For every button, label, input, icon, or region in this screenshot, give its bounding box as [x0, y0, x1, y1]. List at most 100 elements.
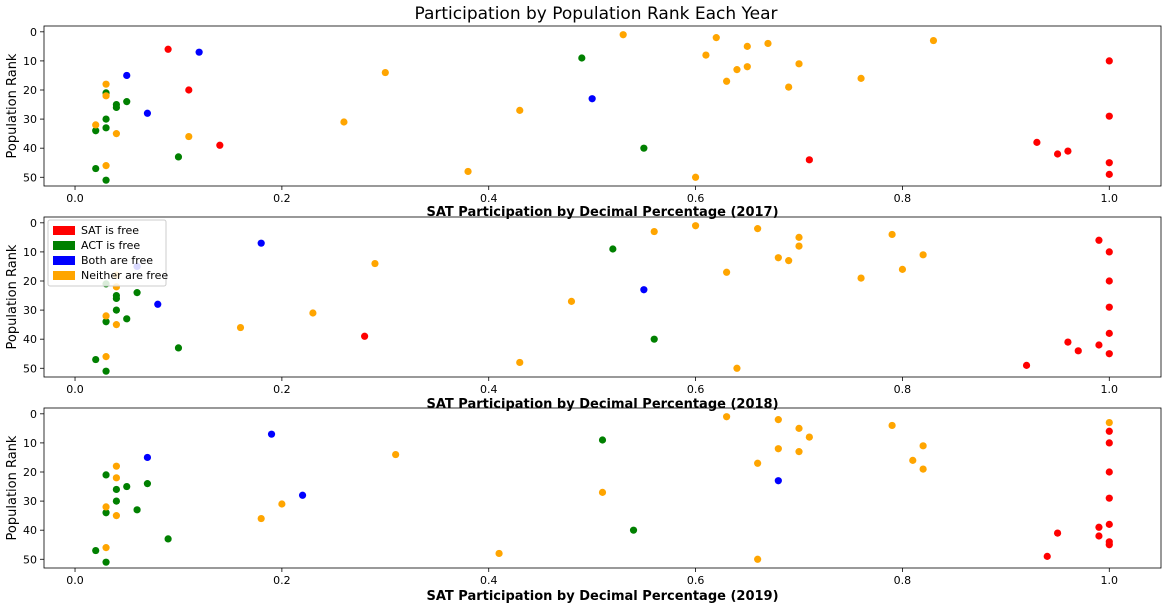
legend-swatch: [53, 226, 75, 235]
x-tick-label: 0.0: [66, 383, 84, 396]
legend-swatch: [53, 256, 75, 265]
data-point: [143, 109, 152, 117]
data-point: [1074, 347, 1082, 355]
y-tick-label: 50: [23, 362, 37, 375]
x-tick-label: 0.8: [894, 383, 912, 396]
data-point: [919, 442, 927, 450]
data-point: [712, 34, 720, 42]
y-tick-label: 0: [30, 217, 37, 230]
data-point: [164, 45, 172, 53]
data-point: [919, 251, 927, 259]
x-tick-label: 0.2: [273, 574, 291, 587]
data-point: [143, 480, 152, 488]
data-point: [102, 176, 110, 184]
scatter-panel-1: 0.0 0.2 0.4 0.6 0.8 1.0 0 10 20 30 40 50 SAT Partici…: [5, 25, 1162, 220]
legend-label: Neither are free: [81, 269, 168, 282]
data-point: [774, 416, 782, 424]
data-point: [164, 535, 172, 543]
axes-frame: [43, 25, 1162, 187]
data-point: [112, 306, 120, 314]
data-point: [1033, 138, 1041, 146]
y-tick-label: 20: [23, 466, 37, 479]
legend-swatch: [53, 271, 75, 280]
x-tick-label: 0.0: [66, 192, 84, 205]
data-point: [1105, 520, 1113, 528]
x-tick-label: 0.6: [687, 574, 705, 587]
data-point: [123, 71, 131, 80]
y-tick-label: 0: [30, 26, 37, 39]
data-point: [619, 31, 627, 39]
data-point: [102, 312, 110, 320]
data-point: [795, 242, 803, 250]
data-point: [691, 173, 700, 181]
data-point: [785, 83, 793, 91]
data-point: [174, 344, 183, 352]
data-point: [640, 144, 648, 152]
data-point: [185, 86, 193, 94]
data-point: [598, 488, 607, 496]
data-point: [774, 254, 782, 262]
data-point: [774, 477, 782, 485]
y-tick-label: 10: [23, 246, 37, 259]
data-point: [640, 286, 648, 294]
data-point: [102, 509, 110, 517]
y-tick-label: 30: [23, 113, 37, 126]
data-point: [112, 474, 120, 482]
y-axis-label: Population Rank: [5, 244, 20, 349]
y-tick-label: 40: [23, 524, 37, 537]
data-point: [1064, 338, 1072, 346]
axes-frame: [43, 216, 1162, 378]
data-point: [92, 121, 100, 129]
data-point: [298, 491, 307, 499]
data-point: [578, 54, 586, 62]
data-point: [691, 222, 700, 230]
data-point: [195, 48, 203, 56]
data-point: [1105, 439, 1113, 447]
data-point: [1105, 277, 1113, 285]
y-tick-label: 50: [23, 553, 37, 566]
data-point: [805, 433, 813, 441]
data-point: [340, 118, 348, 126]
x-tick-label: 0.6: [687, 383, 705, 396]
data-point: [909, 456, 917, 464]
data-point: [1105, 57, 1113, 65]
data-point: [733, 364, 741, 372]
data-point: [650, 227, 658, 236]
y-tick-label: 20: [23, 84, 37, 97]
data-point: [754, 459, 762, 467]
data-point: [102, 353, 110, 361]
y-tick-label: 10: [23, 437, 37, 450]
data-point: [1064, 147, 1072, 155]
x-tick-label: 0.8: [894, 192, 912, 205]
data-point: [1105, 112, 1113, 120]
data-point: [888, 421, 896, 430]
data-point: [898, 265, 907, 273]
data-point: [702, 51, 710, 59]
data-point: [1105, 418, 1113, 427]
y-tick-label: 30: [23, 495, 37, 508]
y-tick-label: 40: [23, 142, 37, 155]
data-point: [464, 167, 472, 176]
data-point: [102, 92, 110, 100]
data-point: [216, 141, 224, 149]
x-axis-label: SAT Participation by Decimal Percentage …: [426, 397, 778, 412]
x-tick-label: 0.8: [894, 574, 912, 587]
x-axis-label: SAT Participation by Decimal Percentage …: [426, 589, 778, 604]
legend: SAT is free ACT is free Both are free Neith…: [47, 219, 168, 287]
y-axis-label: Population Rank: [5, 435, 20, 540]
data-point: [1105, 248, 1113, 256]
data-point: [629, 526, 638, 534]
data-point: [371, 259, 379, 268]
data-point: [257, 514, 265, 523]
data-point: [112, 103, 120, 112]
data-point: [1095, 523, 1103, 531]
data-point: [795, 233, 803, 241]
data-point: [723, 413, 731, 421]
data-point: [1043, 552, 1051, 560]
data-point: [1095, 236, 1103, 244]
x-tick-label: 0.4: [480, 192, 498, 205]
legend-label: ACT is free: [81, 239, 140, 252]
data-point: [764, 39, 772, 48]
x-tick-label: 0.4: [480, 574, 498, 587]
legend-swatch: [53, 241, 75, 250]
